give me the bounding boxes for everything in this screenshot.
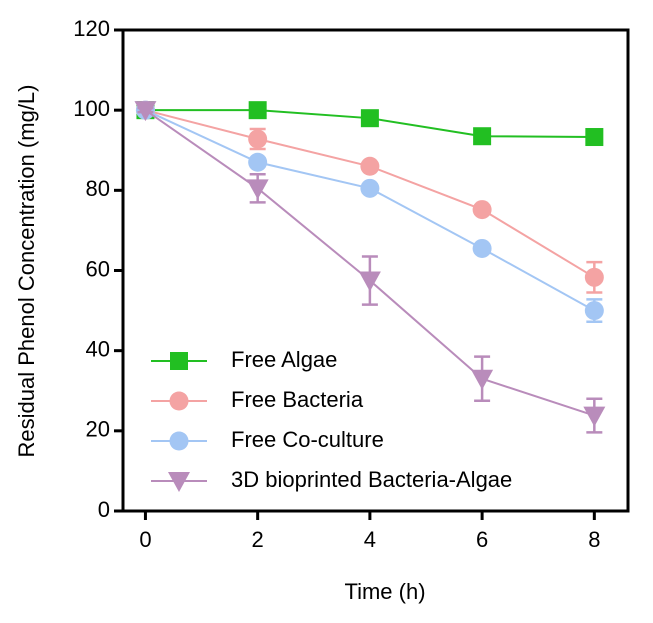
data-point — [471, 369, 494, 390]
legend-marker — [169, 391, 189, 411]
data-point — [248, 129, 268, 149]
x-tick-label: 8 — [588, 527, 600, 552]
data-point — [248, 152, 268, 172]
data-point — [358, 271, 381, 292]
x-tick-label: 2 — [252, 527, 264, 552]
y-tick-label: 40 — [86, 336, 110, 361]
legend-marker — [168, 472, 190, 492]
data-point — [248, 101, 267, 120]
x-tick-label: 4 — [364, 527, 376, 552]
y-tick-label: 20 — [86, 417, 110, 442]
data-point — [246, 179, 269, 200]
data-point — [584, 301, 604, 321]
legend-label: Free Bacteria — [231, 387, 364, 412]
legend-marker — [169, 431, 189, 451]
data-point — [360, 178, 380, 198]
data-point — [583, 406, 606, 427]
y-tick-label: 0 — [98, 497, 110, 522]
data-point — [472, 238, 492, 258]
x-tick-label: 6 — [476, 527, 488, 552]
y-tick-label: 100 — [73, 96, 110, 121]
data-point — [584, 267, 604, 287]
legend-label: Free Co-culture — [231, 427, 384, 452]
data-point — [472, 200, 492, 220]
legend-label: 3D bioprinted Bacteria-Algae — [231, 467, 512, 492]
data-point — [360, 109, 379, 128]
x-tick-label: 0 — [139, 527, 151, 552]
y-tick-label: 120 — [73, 16, 110, 41]
data-point — [473, 127, 492, 146]
y-tick-label: 80 — [86, 176, 110, 201]
y-tick-label: 60 — [86, 256, 110, 281]
x-axis-title: Time (h) — [344, 579, 425, 604]
data-point — [360, 156, 380, 176]
legend-marker — [170, 352, 188, 370]
y-axis-title: Residual Phenol Concentration (mg/L) — [14, 85, 39, 458]
data-point — [134, 101, 157, 122]
data-point — [585, 128, 604, 147]
legend-label: Free Algae — [231, 347, 337, 372]
